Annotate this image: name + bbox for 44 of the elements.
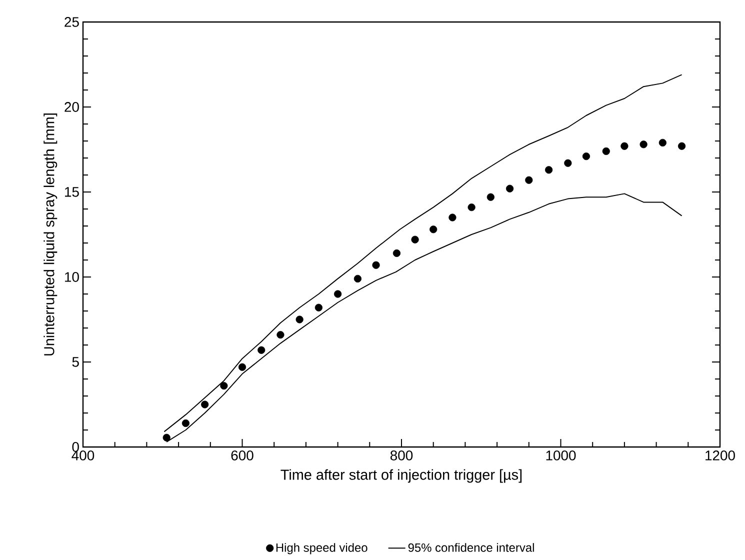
point bbox=[430, 226, 438, 234]
legend-label: 95% confidence interval bbox=[408, 543, 534, 552]
y-tick-label: 25 bbox=[64, 17, 79, 27]
point bbox=[678, 142, 686, 150]
y-tick-label: 20 bbox=[64, 102, 79, 112]
point bbox=[602, 147, 610, 155]
point bbox=[334, 290, 342, 298]
point bbox=[238, 363, 246, 371]
y-tick-label: 5 bbox=[72, 357, 79, 367]
point bbox=[620, 142, 628, 150]
legend-label: High speed video bbox=[276, 543, 368, 554]
x-tick-label: 400 bbox=[72, 450, 94, 460]
x-axis-title: Time after start of injection trigger [µs] bbox=[280, 469, 522, 483]
point bbox=[392, 249, 401, 257]
point bbox=[525, 176, 533, 184]
point bbox=[545, 166, 553, 174]
y-tick-label: 0 bbox=[72, 442, 79, 452]
y-axis-title: Uninterrupted liquid spray length [mm] bbox=[44, 114, 58, 356]
point bbox=[220, 382, 228, 390]
x-tick-label: 1000 bbox=[546, 450, 576, 460]
y-tick-label: 10 bbox=[65, 272, 79, 282]
point bbox=[564, 159, 572, 167]
point bbox=[182, 419, 190, 427]
point bbox=[468, 203, 476, 212]
point bbox=[296, 316, 304, 324]
x-tick-label: 1200 bbox=[706, 450, 735, 460]
y-tick-label: 15 bbox=[65, 187, 79, 197]
point bbox=[314, 304, 322, 312]
point bbox=[658, 138, 666, 146]
x-tick-label: 600 bbox=[231, 450, 254, 460]
point bbox=[640, 140, 648, 148]
point bbox=[486, 193, 494, 201]
point bbox=[276, 331, 284, 339]
point bbox=[448, 214, 456, 222]
point bbox=[162, 434, 170, 442]
point bbox=[372, 261, 380, 269]
point bbox=[582, 152, 590, 160]
point bbox=[354, 274, 362, 282]
x-tick-label: 800 bbox=[390, 450, 413, 460]
line-series bbox=[164, 74, 682, 432]
point bbox=[411, 236, 419, 244]
point bbox=[258, 346, 266, 354]
point bbox=[506, 184, 514, 192]
point bbox=[201, 400, 209, 408]
